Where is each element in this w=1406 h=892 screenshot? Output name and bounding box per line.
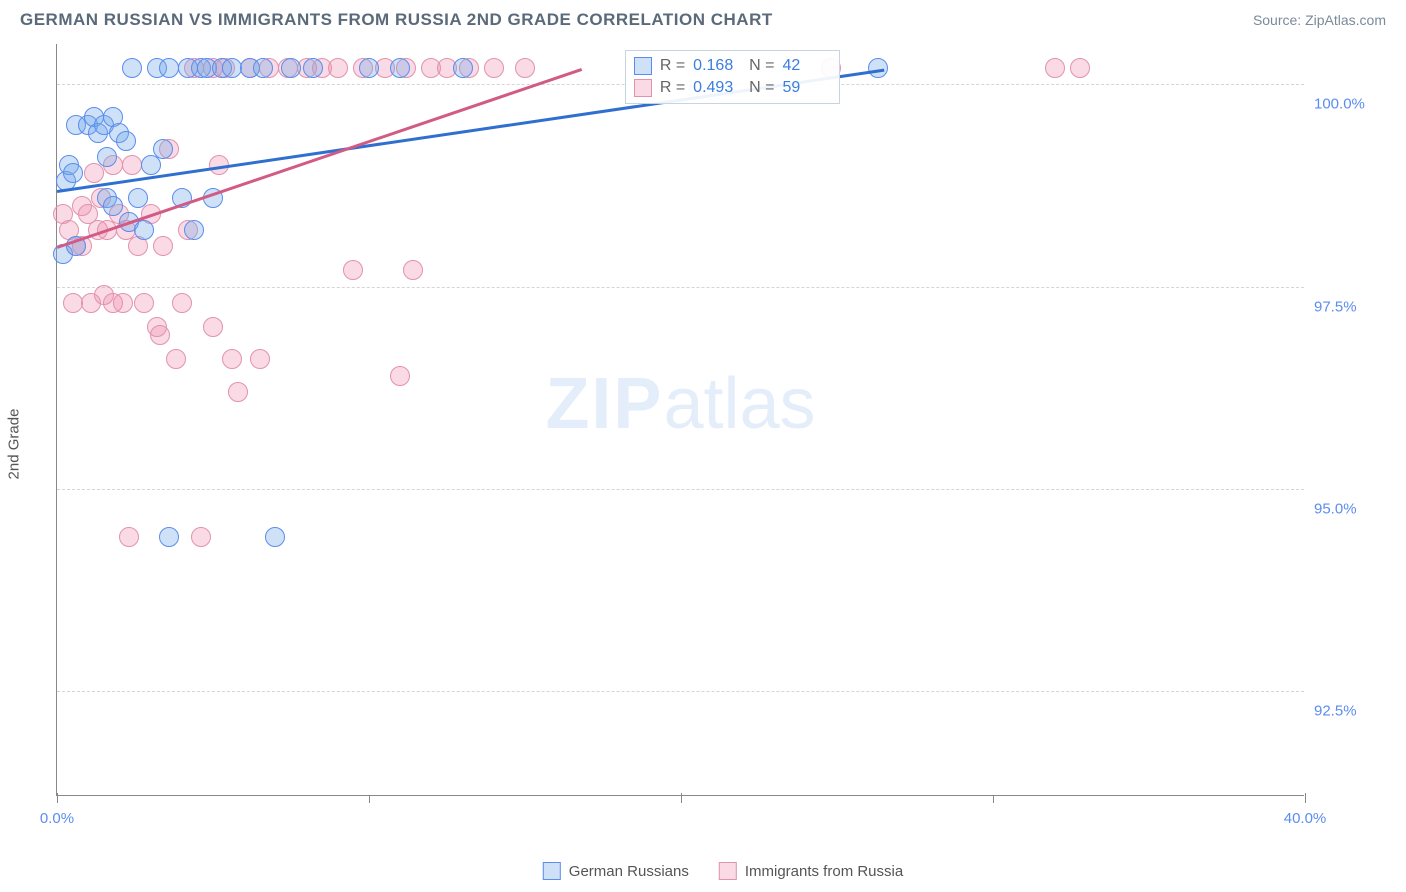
legend-item: German Russians bbox=[543, 862, 689, 880]
stat-r-value: 0.168 bbox=[693, 55, 741, 77]
y-tick-label: 100.0% bbox=[1314, 96, 1384, 113]
data-point bbox=[1045, 58, 1065, 78]
legend-label: Immigrants from Russia bbox=[745, 863, 903, 880]
legend-swatch bbox=[719, 862, 737, 880]
watermark: ZIPatlas bbox=[545, 363, 815, 445]
legend: German Russians Immigrants from Russia bbox=[543, 862, 903, 880]
data-point bbox=[303, 58, 323, 78]
stat-r-label: R = bbox=[660, 77, 685, 99]
legend-swatch bbox=[634, 57, 652, 75]
data-point bbox=[191, 527, 211, 547]
data-point bbox=[390, 58, 410, 78]
data-point bbox=[153, 236, 173, 256]
y-tick-label: 97.5% bbox=[1314, 298, 1384, 315]
stats-box: R = 0.168 N = 42 R = 0.493 N = 59 bbox=[625, 50, 840, 104]
legend-item: Immigrants from Russia bbox=[719, 862, 903, 880]
data-point bbox=[403, 260, 423, 280]
data-point bbox=[153, 139, 173, 159]
data-point bbox=[150, 325, 170, 345]
data-point bbox=[484, 58, 504, 78]
x-tick-minor bbox=[993, 795, 994, 803]
legend-swatch bbox=[543, 862, 561, 880]
data-point bbox=[159, 527, 179, 547]
data-point bbox=[116, 131, 136, 151]
stat-n-value: 59 bbox=[783, 77, 831, 99]
stat-r-label: R = bbox=[660, 55, 685, 77]
data-point bbox=[122, 155, 142, 175]
gridline bbox=[57, 287, 1304, 288]
gridline bbox=[57, 489, 1304, 490]
stat-n-value: 42 bbox=[783, 55, 831, 77]
data-point bbox=[253, 58, 273, 78]
plot-region: ZIPatlas 92.5%95.0%97.5%100.0%0.0%40.0%R… bbox=[56, 44, 1304, 796]
data-point bbox=[119, 527, 139, 547]
y-tick-label: 92.5% bbox=[1314, 702, 1384, 719]
data-point bbox=[141, 155, 161, 175]
gridline bbox=[57, 691, 1304, 692]
data-point bbox=[122, 58, 142, 78]
data-point bbox=[228, 382, 248, 402]
legend-swatch bbox=[634, 79, 652, 97]
data-point bbox=[172, 293, 192, 313]
data-point bbox=[113, 293, 133, 313]
data-point bbox=[281, 58, 301, 78]
stat-n-label: N = bbox=[749, 77, 774, 99]
stat-r-value: 0.493 bbox=[693, 77, 741, 99]
x-tick bbox=[57, 793, 58, 803]
data-point bbox=[222, 58, 242, 78]
chart-area: 2nd Grade ZIPatlas 92.5%95.0%97.5%100.0%… bbox=[56, 44, 1390, 844]
data-point bbox=[84, 163, 104, 183]
x-tick bbox=[681, 793, 682, 803]
data-point bbox=[63, 163, 83, 183]
data-point bbox=[328, 58, 348, 78]
source-label: Source: ZipAtlas.com bbox=[1253, 12, 1386, 28]
data-point bbox=[97, 147, 117, 167]
data-point bbox=[134, 220, 154, 240]
stats-row: R = 0.493 N = 59 bbox=[634, 77, 831, 99]
data-point bbox=[265, 527, 285, 547]
data-point bbox=[343, 260, 363, 280]
data-point bbox=[134, 293, 154, 313]
legend-label: German Russians bbox=[569, 863, 689, 880]
x-tick bbox=[1305, 793, 1306, 803]
data-point bbox=[166, 349, 186, 369]
data-point bbox=[128, 188, 148, 208]
data-point bbox=[203, 317, 223, 337]
y-axis-label: 2nd Grade bbox=[6, 409, 23, 480]
x-tick-label: 0.0% bbox=[40, 810, 74, 827]
data-point bbox=[63, 293, 83, 313]
stats-row: R = 0.168 N = 42 bbox=[634, 55, 831, 77]
data-point bbox=[390, 366, 410, 386]
data-point bbox=[359, 58, 379, 78]
x-tick-minor bbox=[369, 795, 370, 803]
x-tick-label: 40.0% bbox=[1284, 810, 1327, 827]
data-point bbox=[184, 220, 204, 240]
data-point bbox=[159, 58, 179, 78]
data-point bbox=[222, 349, 242, 369]
data-point bbox=[103, 196, 123, 216]
data-point bbox=[250, 349, 270, 369]
y-tick-label: 95.0% bbox=[1314, 500, 1384, 517]
data-point bbox=[515, 58, 535, 78]
data-point bbox=[868, 58, 888, 78]
chart-title: GERMAN RUSSIAN VS IMMIGRANTS FROM RUSSIA… bbox=[20, 10, 773, 30]
data-point bbox=[453, 58, 473, 78]
stat-n-label: N = bbox=[749, 55, 774, 77]
data-point bbox=[1070, 58, 1090, 78]
